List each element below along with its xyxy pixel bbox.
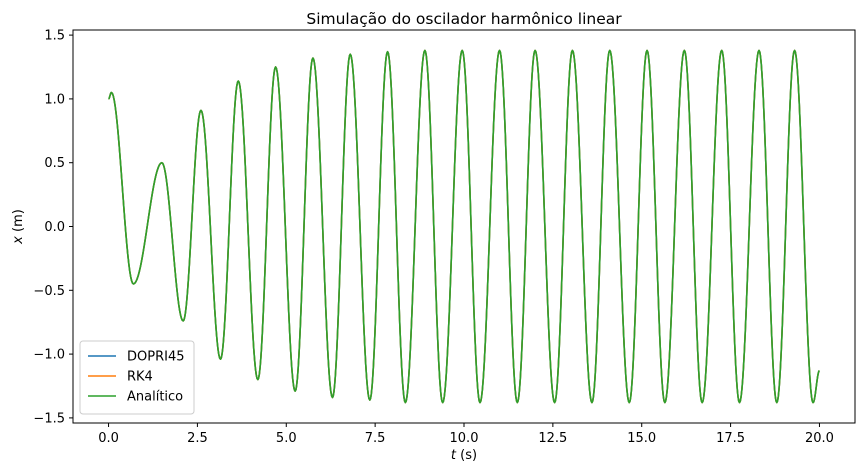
- y-axis-ticks: −1.5 −1.0 −0.5 0.0 0.5 1.0 1.5: [33, 29, 73, 426]
- x-tick-label: 5.0: [276, 431, 297, 446]
- x-axis-label-unit: (s): [456, 448, 477, 463]
- y-tick-label: 1.5: [44, 29, 65, 44]
- y-axis-label: x (m): [11, 209, 26, 245]
- y-tick-label: −1.5: [33, 411, 65, 426]
- x-tick-label: 7.5: [365, 431, 386, 446]
- x-tick-label: 15.0: [627, 431, 656, 446]
- x-tick-label: 10.0: [450, 431, 479, 446]
- series-line-dopri45: [107, 49, 820, 404]
- legend-label: DOPRI45: [127, 350, 185, 365]
- chart-title: Simulação do oscilador harmônico linear: [306, 10, 622, 28]
- plot-lines: [107, 49, 820, 404]
- x-tick-label: 12.5: [538, 431, 567, 446]
- y-tick-label: −0.5: [33, 284, 65, 299]
- legend-label: RK4: [127, 370, 153, 385]
- y-axis-label-var: x: [11, 236, 26, 245]
- x-axis-label-var: t: [451, 448, 457, 463]
- x-axis-label: t (s): [451, 448, 477, 463]
- y-tick-label: −1.0: [33, 348, 65, 363]
- x-tick-label: 2.5: [187, 431, 208, 446]
- y-tick-label: 0.0: [44, 220, 65, 235]
- x-axis-ticks: 0.0 2.5 5.0 7.5 10.0 12.5 15.0 17.5 20.0: [98, 423, 834, 446]
- x-tick-label: 17.5: [716, 431, 745, 446]
- x-tick-label: 0.0: [98, 431, 119, 446]
- legend-label: Analítico: [127, 390, 183, 405]
- legend: DOPRI45 RK4 Analítico: [79, 340, 195, 415]
- y-axis-label-unit: (m): [11, 209, 26, 236]
- y-tick-label: 0.5: [44, 156, 65, 171]
- series-line-analítico: [107, 49, 820, 404]
- series-line-rk4: [107, 49, 820, 404]
- x-tick-label: 20.0: [805, 431, 834, 446]
- y-tick-label: 1.0: [44, 92, 65, 107]
